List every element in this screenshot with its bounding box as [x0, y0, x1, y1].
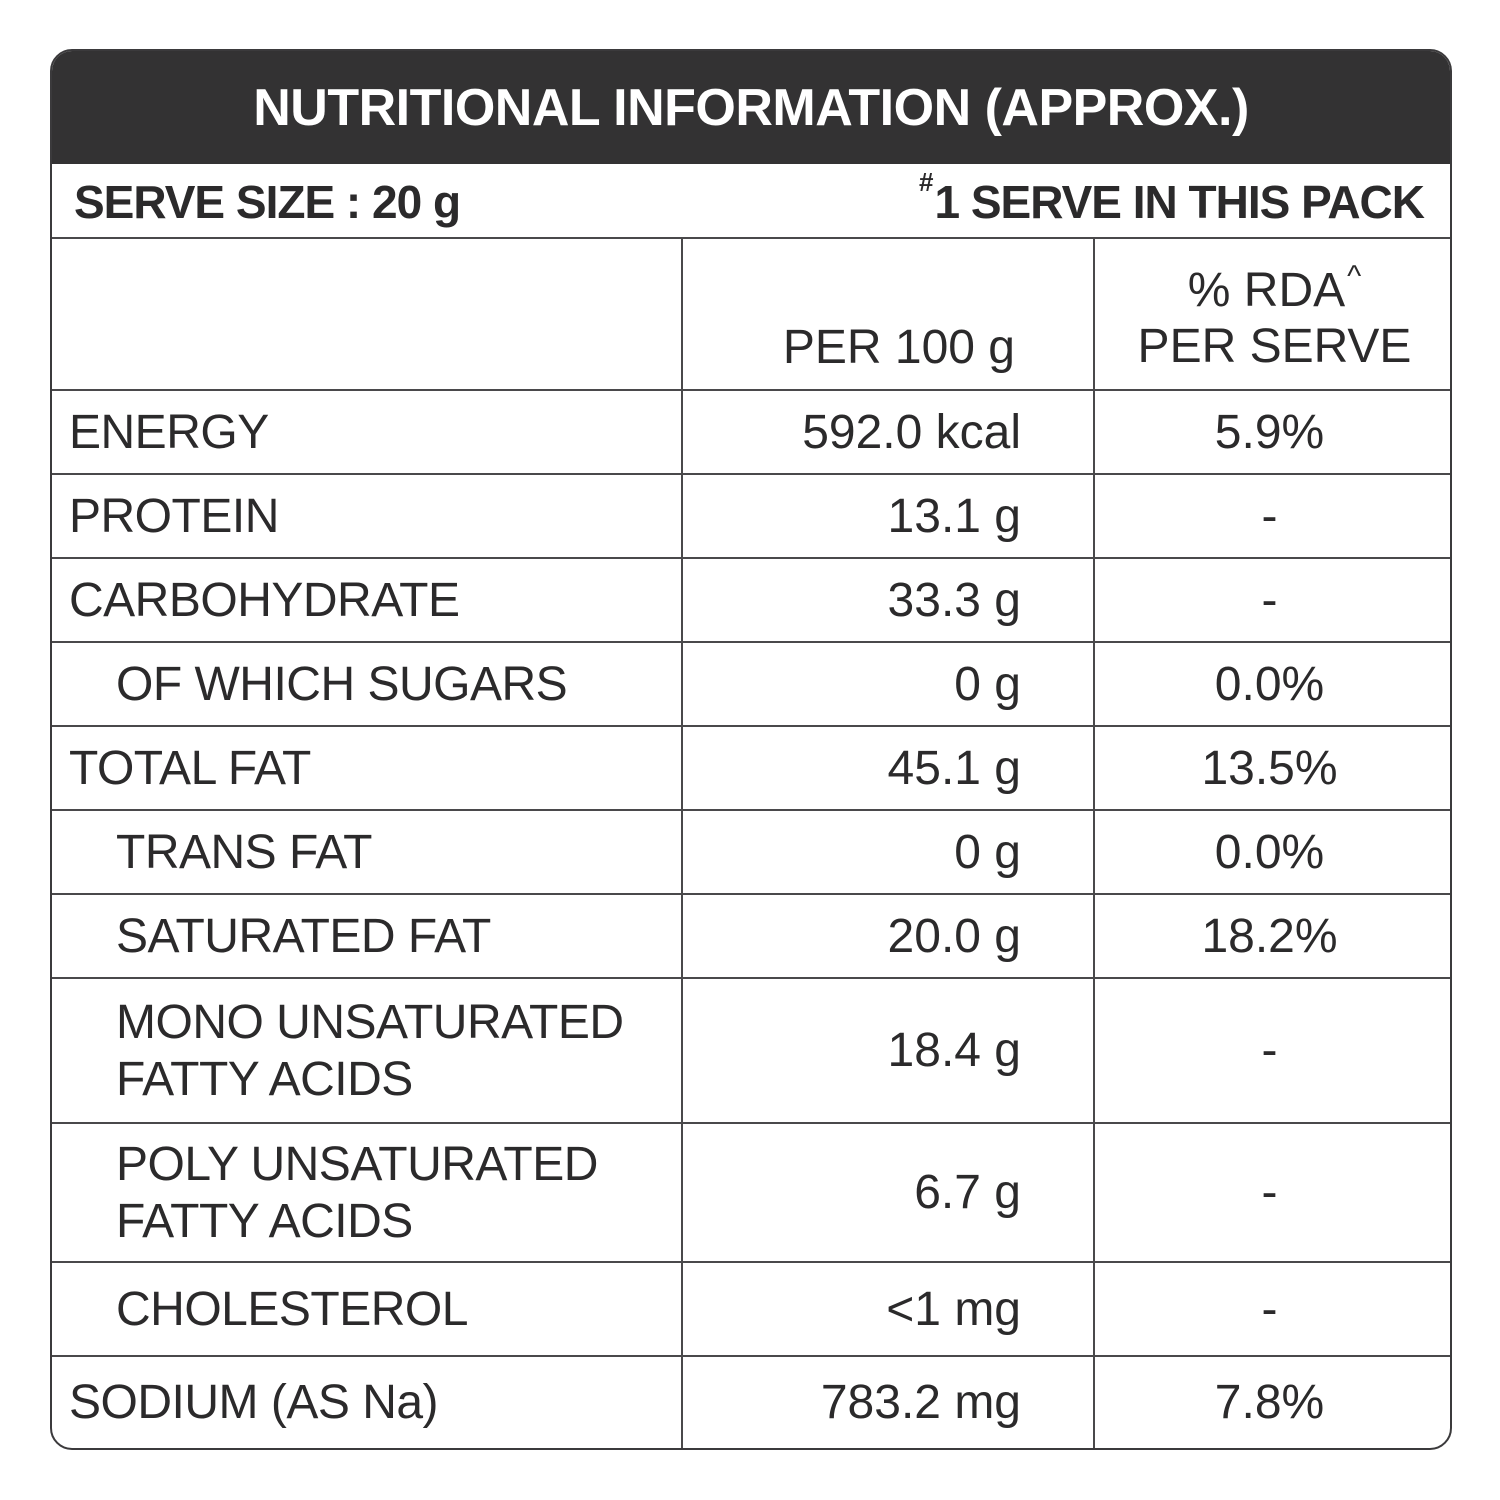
- table-row: CARBOHYDRATE 33.3 g -: [52, 559, 1450, 643]
- rda-value: 18.2%: [1201, 909, 1338, 963]
- nutrient-name: CHOLESTEROL: [116, 1282, 468, 1336]
- table-row: PROTEIN 13.1 g -: [52, 475, 1450, 559]
- per-100g-column-header: PER 100 g: [683, 239, 1095, 389]
- table-row: ENERGY 592.0 kcal 5.9%: [52, 391, 1450, 475]
- per-100g-value: 20.0 g: [683, 895, 1095, 977]
- table-row: POLY UNSATURATED FATTY ACIDS 6.7 g -: [52, 1124, 1450, 1263]
- table-row: CHOLESTEROL <1 mg -: [52, 1263, 1450, 1357]
- nutrient-column-header: [52, 239, 683, 389]
- rda-value: -: [1261, 1024, 1278, 1077]
- table-row: TOTAL FAT 45.1 g 13.5%: [52, 727, 1450, 811]
- nutrient-name: TRANS FAT: [116, 825, 372, 879]
- per-100g-value: 592.0 kcal: [683, 391, 1095, 473]
- rda-value: 0.0%: [1214, 825, 1325, 879]
- nutrient-name: POLY UNSATURATED FATTY ACIDS: [116, 1136, 598, 1250]
- nutrient-name: CARBOHYDRATE: [69, 573, 460, 627]
- rda-value: -: [1261, 1282, 1278, 1336]
- nutrient-name-line2: FATTY ACIDS: [116, 1194, 413, 1248]
- servings-per-pack: #1 SERVE IN THIS PACK: [919, 167, 1425, 229]
- rda-value: -: [1261, 489, 1278, 543]
- per-100g-value: <1 mg: [683, 1263, 1095, 1355]
- table-row: OF WHICH SUGARS 0 g 0.0%: [52, 643, 1450, 727]
- per-serve-label: PER SERVE: [1137, 320, 1412, 373]
- nutrient-name: SATURATED FAT: [116, 909, 491, 963]
- nutrient-name-line2: FATTY ACIDS: [116, 1052, 413, 1106]
- per-100g-value: 0 g: [683, 643, 1095, 725]
- serve-size: SERVE SIZE : 20 g: [74, 176, 461, 228]
- rda-column-header: % RDA^ PER SERVE: [1095, 239, 1450, 389]
- hash-footnote-marker: #: [919, 167, 934, 197]
- table-row: SODIUM (AS Na) 783.2 mg 7.8%: [52, 1357, 1450, 1448]
- nutrient-name: MONO UNSATURATED FATTY ACIDS: [116, 994, 624, 1108]
- nutrient-name: TOTAL FAT: [69, 741, 311, 795]
- nutrient-name: OF WHICH SUGARS: [116, 657, 568, 711]
- nutrient-name: ENERGY: [69, 405, 269, 459]
- nutrition-facts-panel: NUTRITIONAL INFORMATION (APPROX.) SERVE …: [50, 49, 1452, 1450]
- per-100g-value: 0 g: [683, 811, 1095, 893]
- per-100g-value: 13.1 g: [683, 475, 1095, 557]
- per-100g-value: 33.3 g: [683, 559, 1095, 641]
- caret-footnote-marker: ^: [1347, 260, 1362, 293]
- rda-value: 13.5%: [1201, 741, 1338, 795]
- panel-title: NUTRITIONAL INFORMATION (APPROX.): [52, 51, 1450, 164]
- nutrient-name-line1: MONO UNSATURATED: [116, 995, 624, 1049]
- nutrient-name-line1: POLY UNSATURATED: [116, 1137, 598, 1191]
- rda-value: 7.8%: [1214, 1376, 1325, 1429]
- table-header-row: PER 100 g % RDA^ PER SERVE: [52, 239, 1450, 391]
- servings-per-pack-text: 1 SERVE IN THIS PACK: [934, 176, 1425, 228]
- table-row: SATURATED FAT 20.0 g 18.2%: [52, 895, 1450, 979]
- rda-label: % RDA: [1187, 264, 1346, 317]
- per-100g-value: 6.7 g: [683, 1124, 1095, 1261]
- nutrient-name: PROTEIN: [69, 489, 279, 543]
- per-100g-value: 783.2 mg: [683, 1357, 1095, 1448]
- table-row: TRANS FAT 0 g 0.0%: [52, 811, 1450, 895]
- rda-value: -: [1261, 573, 1278, 627]
- table-row: MONO UNSATURATED FATTY ACIDS 18.4 g -: [52, 979, 1450, 1124]
- per-100g-value: 18.4 g: [683, 979, 1095, 1122]
- rda-value: -: [1261, 1166, 1278, 1219]
- serving-info-row: SERVE SIZE : 20 g #1 SERVE IN THIS PACK: [52, 164, 1450, 239]
- nutrient-name: SODIUM (AS Na): [69, 1376, 439, 1429]
- rda-value: 0.0%: [1214, 657, 1325, 711]
- per-100g-value: 45.1 g: [683, 727, 1095, 809]
- rda-value: 5.9%: [1214, 405, 1325, 459]
